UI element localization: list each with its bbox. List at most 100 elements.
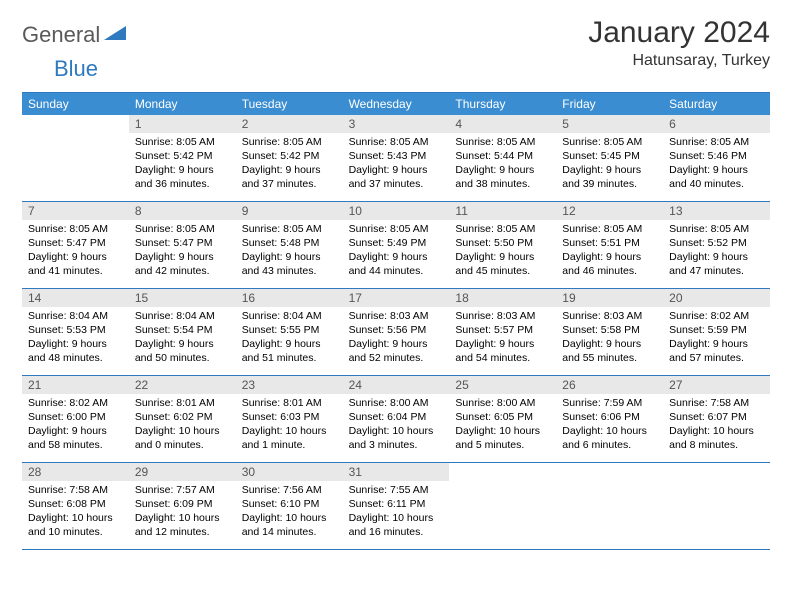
day-detail-line: Sunset: 5:46 PM: [669, 150, 764, 164]
day-detail-line: Daylight: 10 hours: [28, 512, 123, 526]
day-number: 15: [129, 289, 236, 307]
calendar-day: 26Sunrise: 7:59 AMSunset: 6:06 PMDayligh…: [556, 376, 663, 462]
day-detail-line: Sunset: 5:55 PM: [242, 324, 337, 338]
day-detail-line: Sunset: 5:59 PM: [669, 324, 764, 338]
weekday-header: Sunday: [22, 93, 129, 115]
day-details: Sunrise: 8:01 AMSunset: 6:02 PMDaylight:…: [129, 394, 236, 456]
day-number: 16: [236, 289, 343, 307]
day-detail-line: Sunset: 6:11 PM: [349, 498, 444, 512]
day-details: Sunrise: 8:04 AMSunset: 5:54 PMDaylight:…: [129, 307, 236, 369]
day-number: 12: [556, 202, 663, 220]
day-detail-line: and 5 minutes.: [455, 439, 550, 453]
day-detail-line: Sunrise: 8:05 AM: [349, 136, 444, 150]
day-details: Sunrise: 8:05 AMSunset: 5:42 PMDaylight:…: [236, 133, 343, 195]
day-number: 6: [663, 115, 770, 133]
day-details: Sunrise: 7:57 AMSunset: 6:09 PMDaylight:…: [129, 481, 236, 543]
day-details: Sunrise: 8:05 AMSunset: 5:49 PMDaylight:…: [343, 220, 450, 282]
day-detail-line: Daylight: 9 hours: [455, 338, 550, 352]
day-details: Sunrise: 8:05 AMSunset: 5:44 PMDaylight:…: [449, 133, 556, 195]
calendar-day: 7Sunrise: 8:05 AMSunset: 5:47 PMDaylight…: [22, 202, 129, 288]
day-detail-line: Sunset: 6:09 PM: [135, 498, 230, 512]
calendar-day: 11Sunrise: 8:05 AMSunset: 5:50 PMDayligh…: [449, 202, 556, 288]
calendar-week: 1Sunrise: 8:05 AMSunset: 5:42 PMDaylight…: [22, 115, 770, 202]
day-detail-line: Sunset: 6:10 PM: [242, 498, 337, 512]
day-detail-line: Daylight: 10 hours: [349, 512, 444, 526]
weekday-header: Monday: [129, 93, 236, 115]
day-detail-line: and 57 minutes.: [669, 352, 764, 366]
day-number: 18: [449, 289, 556, 307]
day-detail-line: and 43 minutes.: [242, 265, 337, 279]
calendar-day: 2Sunrise: 8:05 AMSunset: 5:42 PMDaylight…: [236, 115, 343, 201]
day-details: Sunrise: 8:03 AMSunset: 5:56 PMDaylight:…: [343, 307, 450, 369]
day-detail-line: Sunrise: 8:05 AM: [455, 223, 550, 237]
day-number: 9: [236, 202, 343, 220]
day-detail-line: Sunrise: 8:03 AM: [562, 310, 657, 324]
day-details: Sunrise: 8:03 AMSunset: 5:57 PMDaylight:…: [449, 307, 556, 369]
calendar-day: 27Sunrise: 7:58 AMSunset: 6:07 PMDayligh…: [663, 376, 770, 462]
calendar-week: 14Sunrise: 8:04 AMSunset: 5:53 PMDayligh…: [22, 289, 770, 376]
day-detail-line: Sunrise: 8:01 AM: [135, 397, 230, 411]
day-detail-line: Sunset: 5:58 PM: [562, 324, 657, 338]
day-details: Sunrise: 8:01 AMSunset: 6:03 PMDaylight:…: [236, 394, 343, 456]
day-detail-line: Sunset: 5:50 PM: [455, 237, 550, 251]
day-detail-line: Daylight: 10 hours: [242, 425, 337, 439]
day-detail-line: Daylight: 10 hours: [349, 425, 444, 439]
day-detail-line: Sunset: 5:51 PM: [562, 237, 657, 251]
calendar-day: 13Sunrise: 8:05 AMSunset: 5:52 PMDayligh…: [663, 202, 770, 288]
logo-word2: Blue: [54, 56, 98, 81]
calendar-day: 6Sunrise: 8:05 AMSunset: 5:46 PMDaylight…: [663, 115, 770, 201]
day-detail-line: Sunset: 6:04 PM: [349, 411, 444, 425]
calendar-day: [449, 463, 556, 549]
day-details: Sunrise: 7:58 AMSunset: 6:08 PMDaylight:…: [22, 481, 129, 543]
day-details: Sunrise: 7:59 AMSunset: 6:06 PMDaylight:…: [556, 394, 663, 456]
calendar-day: 5Sunrise: 8:05 AMSunset: 5:45 PMDaylight…: [556, 115, 663, 201]
day-detail-line: and 44 minutes.: [349, 265, 444, 279]
day-detail-line: Sunrise: 7:58 AM: [28, 484, 123, 498]
calendar-day: 18Sunrise: 8:03 AMSunset: 5:57 PMDayligh…: [449, 289, 556, 375]
day-detail-line: Sunset: 6:05 PM: [455, 411, 550, 425]
day-detail-line: Sunrise: 8:02 AM: [669, 310, 764, 324]
calendar-day: 31Sunrise: 7:55 AMSunset: 6:11 PMDayligh…: [343, 463, 450, 549]
day-detail-line: Daylight: 9 hours: [349, 164, 444, 178]
calendar-day: 1Sunrise: 8:05 AMSunset: 5:42 PMDaylight…: [129, 115, 236, 201]
calendar-day: 19Sunrise: 8:03 AMSunset: 5:58 PMDayligh…: [556, 289, 663, 375]
day-detail-line: Sunset: 5:47 PM: [28, 237, 123, 251]
day-detail-line: and 55 minutes.: [562, 352, 657, 366]
day-number: 8: [129, 202, 236, 220]
day-detail-line: Sunrise: 8:05 AM: [135, 136, 230, 150]
day-detail-line: and 45 minutes.: [455, 265, 550, 279]
day-details: Sunrise: 8:05 AMSunset: 5:52 PMDaylight:…: [663, 220, 770, 282]
day-detail-line: Sunrise: 7:56 AM: [242, 484, 337, 498]
day-detail-line: and 54 minutes.: [455, 352, 550, 366]
day-number: 5: [556, 115, 663, 133]
day-number: 30: [236, 463, 343, 481]
day-details: Sunrise: 8:05 AMSunset: 5:47 PMDaylight:…: [22, 220, 129, 282]
day-detail-line: and 16 minutes.: [349, 526, 444, 540]
day-detail-line: Sunrise: 8:05 AM: [669, 136, 764, 150]
day-detail-line: Daylight: 10 hours: [242, 512, 337, 526]
day-details: Sunrise: 8:04 AMSunset: 5:53 PMDaylight:…: [22, 307, 129, 369]
calendar-day: [556, 463, 663, 549]
calendar-day: 3Sunrise: 8:05 AMSunset: 5:43 PMDaylight…: [343, 115, 450, 201]
day-detail-line: Sunrise: 8:05 AM: [669, 223, 764, 237]
calendar-day: 17Sunrise: 8:03 AMSunset: 5:56 PMDayligh…: [343, 289, 450, 375]
day-number: 27: [663, 376, 770, 394]
day-number: 31: [343, 463, 450, 481]
day-detail-line: Daylight: 10 hours: [135, 425, 230, 439]
day-detail-line: and 3 minutes.: [349, 439, 444, 453]
day-detail-line: and 12 minutes.: [135, 526, 230, 540]
weekday-header: Saturday: [663, 93, 770, 115]
day-details: Sunrise: 8:00 AMSunset: 6:04 PMDaylight:…: [343, 394, 450, 456]
calendar-day: 20Sunrise: 8:02 AMSunset: 5:59 PMDayligh…: [663, 289, 770, 375]
day-detail-line: Sunset: 5:53 PM: [28, 324, 123, 338]
weekday-header: Wednesday: [343, 93, 450, 115]
weekday-header-row: Sunday Monday Tuesday Wednesday Thursday…: [22, 93, 770, 115]
day-detail-line: Sunset: 6:00 PM: [28, 411, 123, 425]
day-detail-line: and 0 minutes.: [135, 439, 230, 453]
day-details: Sunrise: 8:05 AMSunset: 5:46 PMDaylight:…: [663, 133, 770, 195]
page-title: January 2024: [588, 16, 770, 50]
calendar-day: 29Sunrise: 7:57 AMSunset: 6:09 PMDayligh…: [129, 463, 236, 549]
day-detail-line: Sunrise: 8:04 AM: [135, 310, 230, 324]
day-number: 7: [22, 202, 129, 220]
day-number: 1: [129, 115, 236, 133]
